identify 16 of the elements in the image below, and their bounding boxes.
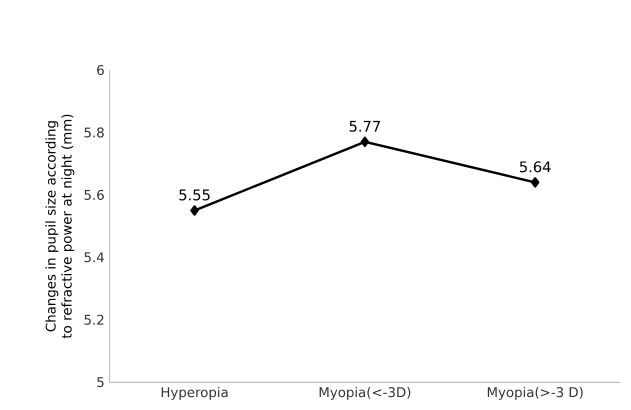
y-tick-label: 5.4 bbox=[84, 252, 104, 262]
y-tick-label: 5.8 bbox=[84, 127, 104, 138]
y-tick-label: 5.2 bbox=[84, 314, 104, 325]
y-tick-label: 6 bbox=[97, 64, 104, 75]
x-tick-label: Myopia(<-3D) bbox=[320, 386, 410, 400]
x-tick-label: Hyperopia bbox=[162, 386, 228, 400]
point bbox=[530, 177, 540, 188]
data-label: 5.55 bbox=[179, 189, 210, 200]
y-tick-label: 5 bbox=[97, 377, 104, 388]
data-label: 5.77 bbox=[350, 120, 380, 132]
y-tick-label: 5.6 bbox=[84, 190, 104, 200]
point bbox=[360, 136, 370, 147]
x-tick-label: Myopia(>-3 D) bbox=[488, 386, 583, 400]
point bbox=[190, 205, 199, 216]
y-axis-title: Changes in pupil size according to refractive power at night (mm) bbox=[45, 114, 74, 338]
data-label: 5.64 bbox=[520, 161, 551, 172]
